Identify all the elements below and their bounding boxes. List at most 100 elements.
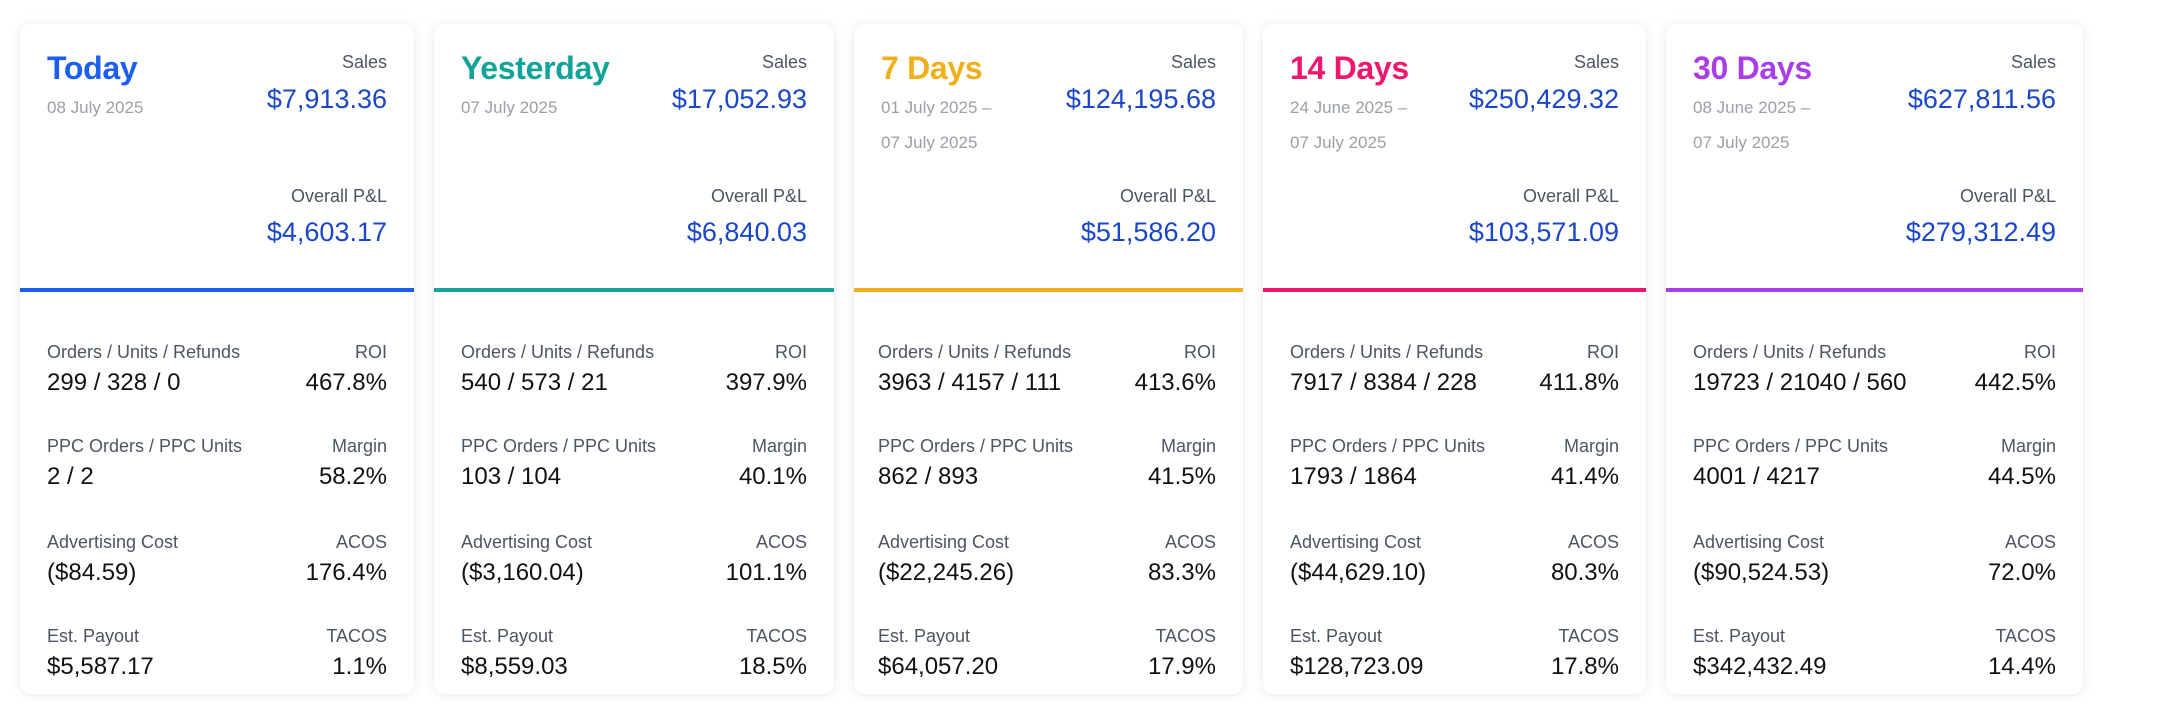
orders-value: 3963 / 4157 / 111 <box>878 369 1062 396</box>
adcost-value: ($44,629.10) <box>1290 559 1427 586</box>
tacos-value: 18.5% <box>738 653 807 680</box>
card-title: Yesterday <box>461 50 610 86</box>
tacos-label: TACOS <box>746 626 807 646</box>
stats-card-yesterday: Yesterday 07 July 2025 Sales $17,052.93 … <box>434 24 834 694</box>
tacos-label: TACOS <box>1558 626 1619 646</box>
stat-row-payout: Est. Payout TACOS $128,723.09 17.8% <box>1290 626 1619 694</box>
stats-card-14-days: 14 Days 24 June 2025 – 07 July 2025 Sale… <box>1263 24 1646 694</box>
roi-value: 442.5% <box>1974 369 2056 396</box>
date-line: 24 June 2025 – <box>1290 98 1408 117</box>
roi-label: ROI <box>2023 342 2056 362</box>
tacos-value: 17.8% <box>1550 653 1619 680</box>
date-line: 01 July 2025 – <box>881 98 992 117</box>
roi-value: 467.8% <box>305 369 387 396</box>
acos-value: 101.1% <box>725 559 807 586</box>
adcost-value: ($3,160.04) <box>461 559 584 586</box>
date-range: 07 July 2025 <box>461 90 671 125</box>
stat-row-payout: Est. Payout TACOS $8,559.03 18.5% <box>461 626 807 694</box>
payout-label: Est. Payout <box>1290 626 1383 646</box>
date-range: 08 June 2025 – 07 July 2025 <box>1693 90 1903 160</box>
roi-label: ROI <box>354 342 387 362</box>
sales-label: Sales <box>1573 52 1619 72</box>
payout-value: $5,587.17 <box>47 653 154 680</box>
pl-label: Overall P&L <box>710 186 807 206</box>
payout-label: Est. Payout <box>47 626 140 646</box>
tacos-label: TACOS <box>1155 626 1216 646</box>
date-range: 08 July 2025 <box>47 90 257 125</box>
date-line: 07 July 2025 <box>461 98 558 117</box>
pl-label: Overall P&L <box>1119 186 1216 206</box>
card-title: 30 Days <box>1693 50 1812 86</box>
pl-value: $51,586.20 <box>1080 217 1216 247</box>
orders-label: Orders / Units / Refunds <box>1290 342 1484 362</box>
pl-label: Overall P&L <box>290 186 387 206</box>
stat-row-adcost: Advertising Cost ACOS ($44,629.10) 80.3% <box>1290 532 1619 602</box>
payout-value: $64,057.20 <box>878 653 999 680</box>
acos-value: 80.3% <box>1550 559 1619 586</box>
stat-row-adcost: Advertising Cost ACOS ($22,245.26) 83.3% <box>878 532 1216 602</box>
stat-row-orders: Orders / Units / Refunds ROI 3963 / 4157… <box>878 342 1216 412</box>
accent-divider <box>854 288 1243 292</box>
date-line: 07 July 2025 <box>881 133 978 152</box>
orders-value: 19723 / 21040 / 560 <box>1693 369 1907 396</box>
card-title: 14 Days <box>1290 50 1409 86</box>
sales-value: $17,052.93 <box>671 84 807 114</box>
payout-label: Est. Payout <box>461 626 554 646</box>
orders-value: 299 / 328 / 0 <box>47 369 181 396</box>
ppc-label: PPC Orders / PPC Units <box>1290 436 1486 456</box>
payout-value: $8,559.03 <box>461 653 568 680</box>
tacos-label: TACOS <box>1995 626 2056 646</box>
tacos-value: 17.9% <box>1147 653 1216 680</box>
ppc-value: 1793 / 1864 <box>1290 463 1417 490</box>
margin-value: 41.5% <box>1147 463 1216 490</box>
margin-label: Margin <box>1563 436 1619 456</box>
date-range: 24 June 2025 – 07 July 2025 <box>1290 90 1500 160</box>
date-line: 07 July 2025 <box>1693 133 1790 152</box>
roi-value: 413.6% <box>1134 369 1216 396</box>
stat-row-ppc: PPC Orders / PPC Units Margin 862 / 893 … <box>878 436 1216 506</box>
adcost-label: Advertising Cost <box>878 532 1010 552</box>
payout-label: Est. Payout <box>878 626 971 646</box>
pl-value: $279,312.49 <box>1905 217 2056 247</box>
sales-value: $124,195.68 <box>1065 84 1216 114</box>
stat-row-ppc: PPC Orders / PPC Units Margin 4001 / 421… <box>1693 436 2056 506</box>
margin-value: 58.2% <box>318 463 387 490</box>
stat-row-adcost: Advertising Cost ACOS ($3,160.04) 101.1% <box>461 532 807 602</box>
roi-label: ROI <box>1183 342 1216 362</box>
roi-label: ROI <box>1586 342 1619 362</box>
stat-row-orders: Orders / Units / Refunds ROI 540 / 573 /… <box>461 342 807 412</box>
stat-row-payout: Est. Payout TACOS $342,432.49 14.4% <box>1693 626 2056 694</box>
payout-value: $342,432.49 <box>1693 653 1827 680</box>
margin-label: Margin <box>1160 436 1216 456</box>
stat-row-orders: Orders / Units / Refunds ROI 19723 / 210… <box>1693 342 2056 412</box>
sales-value: $627,811.56 <box>1907 84 2056 114</box>
payout-value: $128,723.09 <box>1290 653 1424 680</box>
acos-label: ACOS <box>1567 532 1619 552</box>
date-range: 01 July 2025 – 07 July 2025 <box>881 90 1091 160</box>
stat-row-ppc: PPC Orders / PPC Units Margin 103 / 104 … <box>461 436 807 506</box>
acos-value: 176.4% <box>305 559 387 586</box>
adcost-label: Advertising Cost <box>1693 532 1825 552</box>
pl-value: $4,603.17 <box>266 217 387 247</box>
margin-label: Margin <box>2000 436 2056 456</box>
sales-label: Sales <box>2010 52 2056 72</box>
acos-value: 83.3% <box>1147 559 1216 586</box>
card-title: Today <box>47 50 138 86</box>
acos-label: ACOS <box>2004 532 2056 552</box>
date-line: 07 July 2025 <box>1290 133 1387 152</box>
stat-row-orders: Orders / Units / Refunds ROI 299 / 328 /… <box>47 342 387 412</box>
ppc-value: 103 / 104 <box>461 463 562 490</box>
acos-label: ACOS <box>755 532 807 552</box>
ppc-value: 2 / 2 <box>47 463 94 490</box>
stats-card-7-days: 7 Days 01 July 2025 – 07 July 2025 Sales… <box>854 24 1243 694</box>
stat-row-payout: Est. Payout TACOS $64,057.20 17.9% <box>878 626 1216 694</box>
sales-value: $250,429.32 <box>1468 84 1619 114</box>
orders-value: 7917 / 8384 / 228 <box>1290 369 1477 396</box>
pl-value: $103,571.09 <box>1468 217 1619 247</box>
orders-label: Orders / Units / Refunds <box>1693 342 1887 362</box>
acos-label: ACOS <box>1164 532 1216 552</box>
ppc-value: 862 / 893 <box>878 463 979 490</box>
margin-label: Margin <box>751 436 807 456</box>
tacos-label: TACOS <box>326 626 387 646</box>
tacos-value: 1.1% <box>332 653 387 680</box>
